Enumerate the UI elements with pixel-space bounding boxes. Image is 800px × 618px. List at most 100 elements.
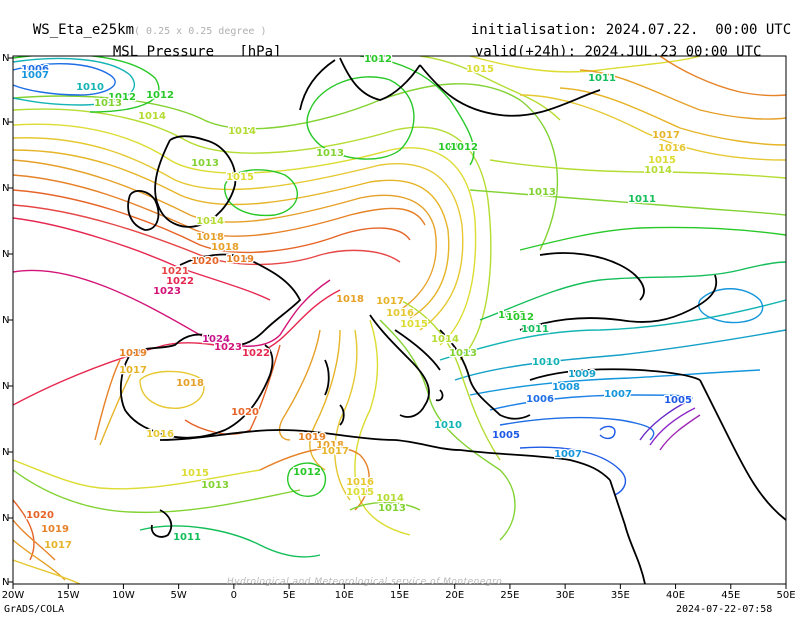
lon-tick-label: 5W	[171, 590, 187, 601]
isobar	[13, 559, 81, 584]
isobar	[287, 462, 327, 497]
contour-label: 1010	[434, 420, 462, 431]
contour-label: 1014	[644, 165, 672, 176]
grid-resolution: ( 0.25 x 0.25 degree )	[134, 26, 267, 37]
lon-tick-label: 20W	[2, 590, 25, 601]
contour-label: 1018	[176, 378, 204, 389]
lon-tick-label: 0	[231, 590, 237, 601]
isobar	[698, 288, 764, 324]
lon-tick-label: 10W	[112, 590, 135, 601]
lat-tick-label: N	[2, 183, 9, 194]
isobar	[139, 370, 205, 409]
lon-tick-label: 35E	[611, 590, 630, 601]
coastline-canaries	[150, 509, 173, 538]
lat-tick-label: N	[2, 117, 9, 128]
contour-label: 1015	[181, 468, 209, 479]
isobar	[13, 459, 261, 490]
isobar	[13, 137, 464, 331]
software-label: GrADS/COLA	[4, 604, 65, 615]
isobar	[184, 344, 281, 435]
contour-label: 1014	[228, 126, 256, 137]
isobar	[359, 56, 475, 166]
isobar	[13, 149, 450, 319]
contour-label: 1014	[376, 493, 404, 504]
init-time: initialisation: 2024.07.22. 00:00 UTC	[454, 6, 791, 38]
lat-tick-label: N	[2, 577, 9, 588]
lat-tick-label: N	[2, 447, 9, 458]
contour-label: 1011	[173, 532, 201, 543]
contour-label: 1005	[492, 430, 520, 441]
lon-tick-label: 15E	[390, 590, 409, 601]
contour-label: 1019	[226, 254, 254, 265]
isobar	[579, 69, 786, 120]
contour-label: 1006	[526, 394, 554, 405]
isobar	[454, 329, 786, 381]
isobar	[13, 289, 341, 406]
contour-label: 1015	[226, 172, 254, 183]
contour-label: 1018	[196, 232, 224, 243]
lat-tick-label: N	[2, 513, 9, 524]
contour-label: 1012	[108, 92, 136, 103]
contour-label: 1015	[648, 155, 676, 166]
coastline-france-spain	[129, 253, 302, 356]
contour-label: 1012	[506, 312, 534, 323]
isobar	[519, 446, 627, 496]
contour-label: 1021	[161, 266, 189, 277]
isobar	[13, 63, 116, 96]
contour-label: 1005	[664, 395, 692, 406]
contour-label: 1019	[119, 348, 147, 359]
contour-label: 1010	[532, 357, 560, 368]
lat-tick-label: N	[2, 315, 9, 326]
coastlines	[119, 57, 786, 584]
contour-label: 1024	[202, 334, 230, 345]
contour-label: 1022	[166, 276, 194, 287]
isobar	[224, 169, 298, 217]
contour-label: 1015	[400, 319, 428, 330]
lat-tick-label: N	[2, 249, 9, 260]
coastline-scandinavia	[299, 57, 601, 117]
lon-tick-label: 5E	[283, 590, 296, 601]
contour-label: 1007	[554, 449, 582, 460]
lon-tick-label: 50E	[776, 590, 795, 601]
isobar	[13, 469, 301, 514]
contour-label: 1012	[450, 142, 478, 153]
isobar	[13, 204, 401, 266]
contour-label: 1011	[521, 324, 549, 335]
contour-label: 1012	[146, 90, 174, 101]
contour-label: 1013	[94, 98, 122, 109]
isobar	[13, 174, 426, 237]
contour-label: 1016	[658, 143, 686, 154]
contour-label: 1014	[431, 334, 459, 345]
contour-label: 1010	[76, 82, 104, 93]
contour-label: 1007	[604, 389, 632, 400]
init-value: 2024.07.22. 00:00 UTC	[605, 22, 792, 38]
contour-label: 1013	[528, 187, 556, 198]
contour-label: 1013	[191, 158, 219, 169]
contour-label: 1011	[628, 194, 656, 205]
isobar	[649, 407, 696, 446]
contour-label: 1019	[41, 524, 69, 535]
coastline-red-sea	[609, 479, 646, 584]
isobar	[489, 159, 786, 179]
isobar	[519, 94, 786, 161]
model-name: WS_Eta_e25km	[32, 22, 135, 38]
contour-label: 1007	[21, 70, 49, 81]
lon-tick-label: 40E	[666, 590, 685, 601]
contour-label: 1013	[528, 187, 556, 198]
contour-label: 1012	[438, 142, 466, 153]
isobar	[278, 329, 321, 441]
contour-label: 1020	[26, 510, 54, 521]
generated-timestamp: 2024-07-22-07:58	[676, 604, 773, 615]
credit-watermark: Hydrological and Meteorological service …	[227, 577, 503, 587]
model-title: WS_Eta_e25km( 0.25 x 0.25 degree )	[16, 6, 267, 38]
isobar	[13, 159, 437, 311]
contour-label: 1014	[138, 111, 166, 122]
isobar	[13, 189, 411, 254]
isobar	[259, 447, 370, 511]
isobar	[439, 299, 786, 361]
isobar	[13, 217, 271, 301]
lon-tick-label: 25E	[500, 590, 519, 601]
contour-label: 1012	[293, 467, 321, 478]
contour-label: 1011	[588, 73, 616, 84]
contour-labels: 1006100710101012101310141012101510121013…	[20, 53, 693, 553]
